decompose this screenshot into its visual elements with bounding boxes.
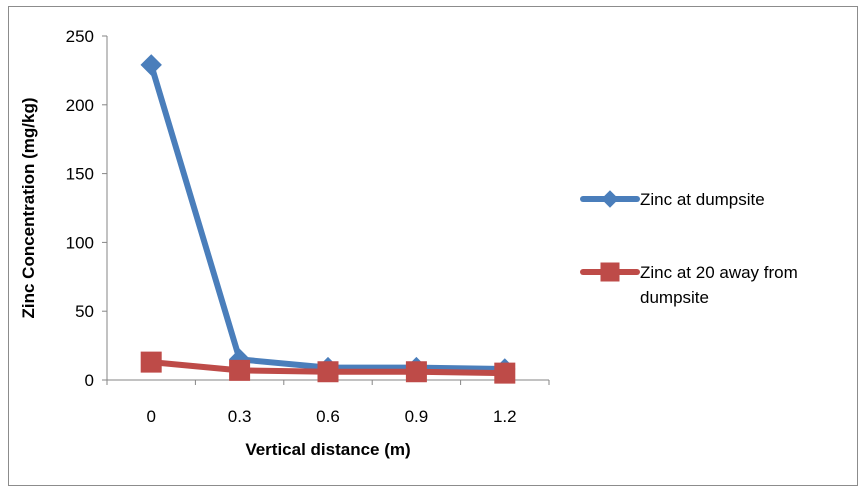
y-tick-label: 100 <box>66 233 94 252</box>
x-axis-title: Vertical distance (m) <box>245 440 410 459</box>
data-point <box>229 359 251 381</box>
data-point <box>494 362 516 384</box>
axes <box>106 36 549 381</box>
series-2 <box>140 351 516 384</box>
series-line <box>148 61 508 372</box>
legend-label: Zinc at dumpsite <box>640 190 765 209</box>
legend: Zinc at dumpsite Zinc at 20 away from dump… <box>580 190 798 307</box>
y-tick-label: 50 <box>75 302 94 321</box>
x-tick-label: 0.6 <box>316 407 340 426</box>
legend-swatch-marker <box>600 262 620 282</box>
legend-swatch-marker <box>601 190 619 208</box>
legend-label: Zinc at 20 away from <box>640 263 798 282</box>
data-point <box>140 351 162 373</box>
chart-area <box>8 6 858 486</box>
legend-item: Zinc at dumpsite <box>580 190 765 209</box>
legend-item: Zinc at 20 away from dumpsite <box>580 262 798 307</box>
x-tick-label: 0.3 <box>228 407 252 426</box>
data-point <box>405 361 427 383</box>
x-tick-label: 0 <box>146 407 155 426</box>
y-tick-label: 250 <box>66 27 94 46</box>
y-axis-title: Zinc Concentration (mg/kg) <box>19 98 38 319</box>
x-tick-label: 1.2 <box>493 407 517 426</box>
y-tick-label: 150 <box>66 165 94 184</box>
series-1 <box>140 54 516 380</box>
legend-label: dumpsite <box>640 288 709 307</box>
y-tick-label: 0 <box>85 371 94 390</box>
y-tick-label: 200 <box>66 96 94 115</box>
series <box>140 54 516 384</box>
data-point <box>317 361 339 383</box>
x-tick-label: 0.9 <box>405 407 429 426</box>
ticks: 0 50 100 150 200 250 0 0.3 0.6 0.9 1.2 <box>66 27 550 426</box>
data-point <box>140 54 162 76</box>
